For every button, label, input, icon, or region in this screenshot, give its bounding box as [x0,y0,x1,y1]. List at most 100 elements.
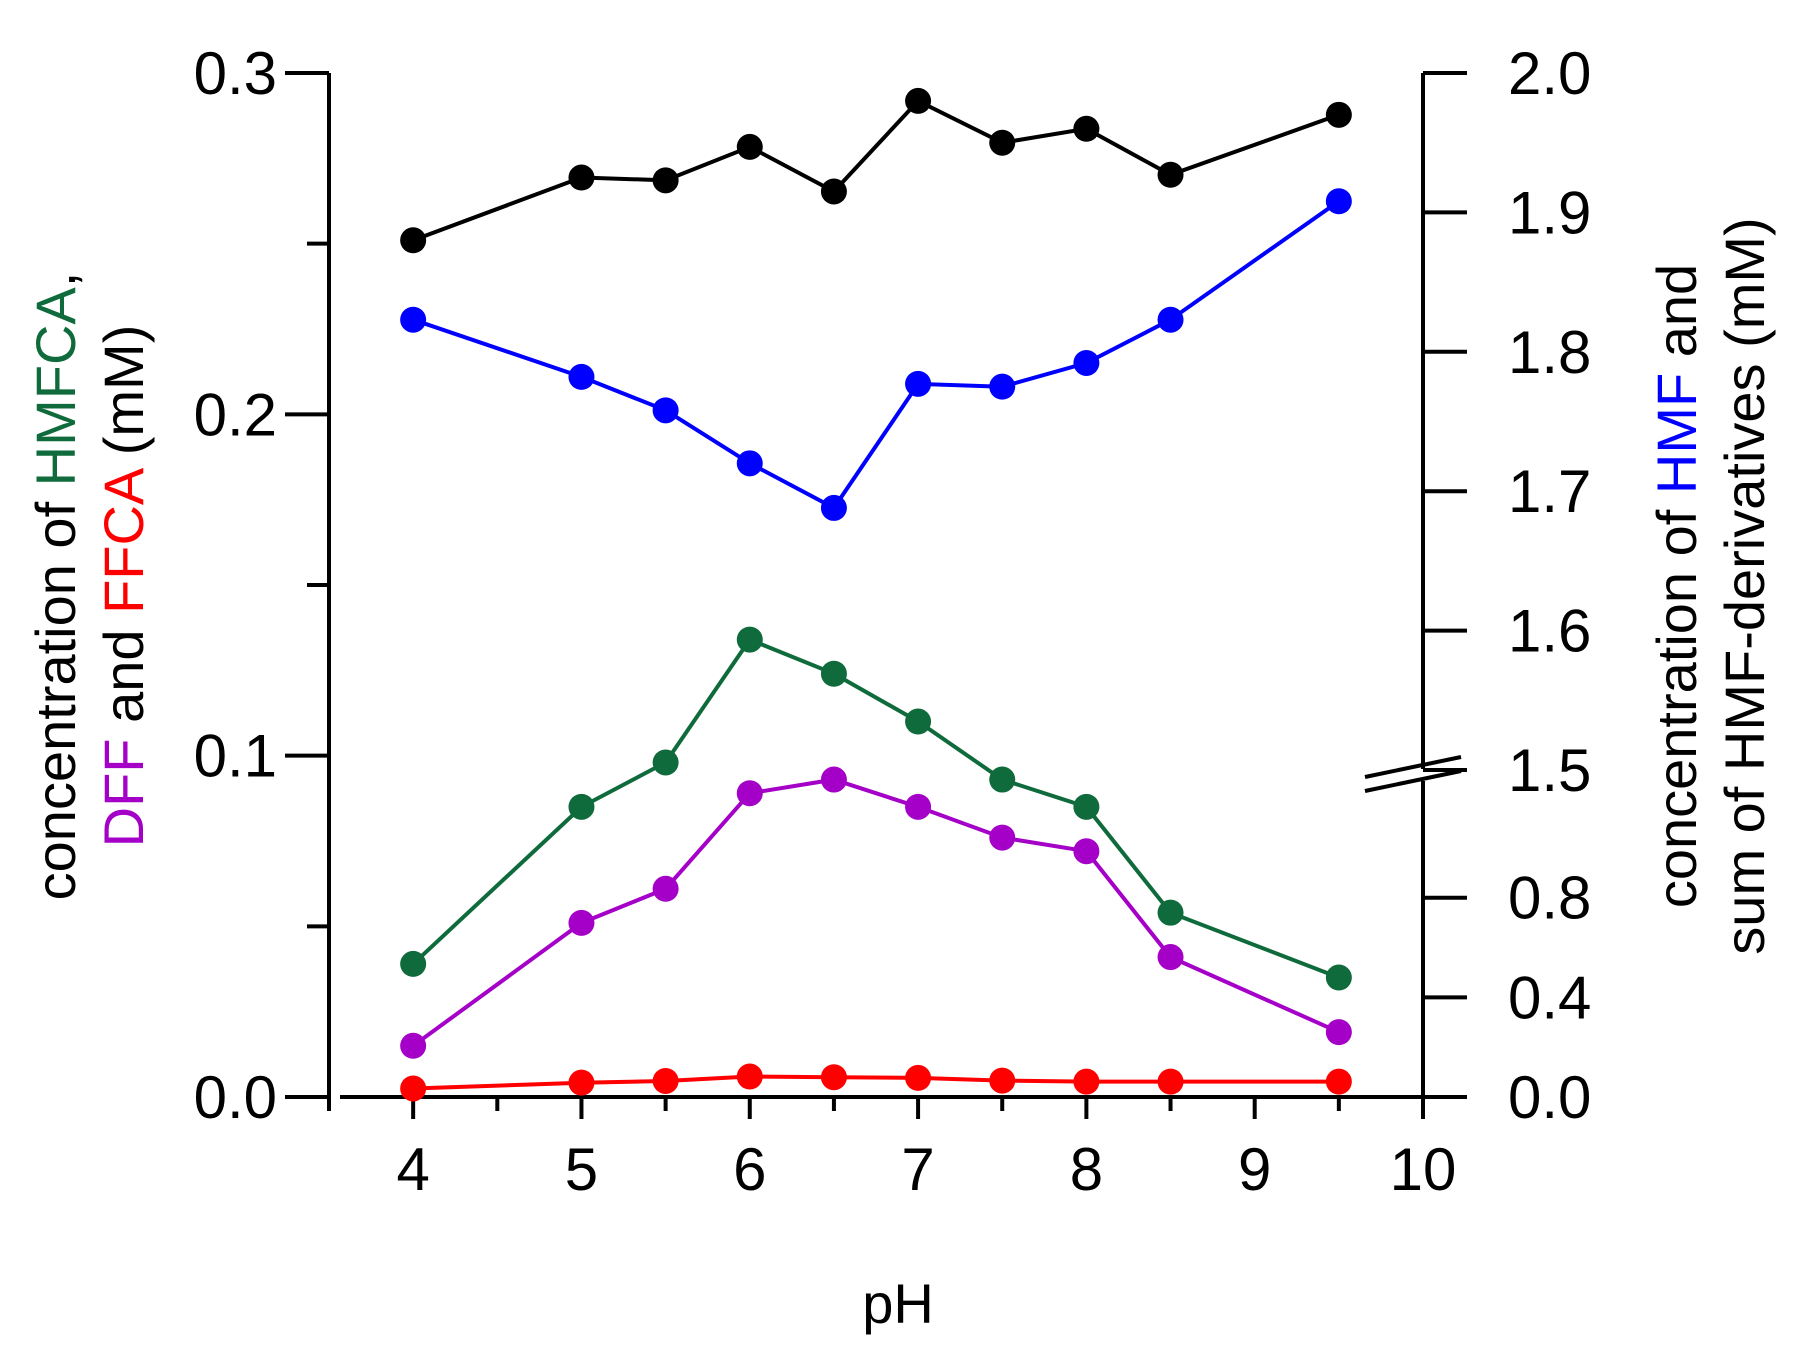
data-point-dff [1325,1019,1352,1046]
data-point-hmf [568,363,595,390]
y-right-tick-label: 1.7 [1508,458,1591,525]
data-point-hmf [905,370,932,397]
series-dff [400,766,1352,1059]
x-axis-label: pH [862,1272,934,1335]
data-point-dff [1157,944,1184,971]
y-right-tick-label: 1.5 [1508,737,1591,804]
series-line-ffca [413,1074,1339,1091]
data-point-sum-of-hmf-derivatives [1157,161,1184,188]
series-line-hmf [412,199,1340,511]
y-right-tick-label: 0.8 [1508,865,1591,932]
data-point-hmf [820,494,847,521]
data-point-ffca [736,1063,763,1090]
y-left-tick-label: 0.3 [194,40,277,107]
data-point-sum-of-hmf-derivatives [820,178,847,205]
axis-label-segment: and [92,614,155,739]
series-sum-of-hmf-derivatives [400,87,1352,254]
data-point-ffca [905,1064,932,1091]
y-right-tick-label: 0.0 [1508,1064,1591,1131]
axis-label-segment: (mM) [92,325,155,471]
y-left-axis-label-line-1: concentration of HMFCA, [24,272,87,901]
axis-label-segment: concentration of [24,486,87,900]
data-point-ffca [568,1069,595,1096]
axis-break-mark [1364,769,1462,793]
data-point-dff [905,793,932,820]
axis-label-segment: HMF [1645,373,1708,494]
data-point-ffca [1073,1068,1100,1095]
x-tick-label: 9 [1238,1136,1271,1203]
data-point-sum-of-hmf-derivatives [736,133,763,160]
axes [327,73,1462,1099]
y-left-tick-label: 0.2 [194,381,277,448]
data-point-sum-of-hmf-derivatives [1325,101,1352,128]
y-left-tick-label: 0.0 [194,1064,277,1131]
data-point-dff [736,780,763,807]
data-point-hmf [1157,306,1184,333]
data-point-hmf [1073,349,1100,376]
data-point-ffca [1325,1068,1352,1095]
y-right-tick-label: 1.8 [1508,319,1591,386]
data-point-dff [568,909,595,936]
data-point-ffca [1157,1068,1184,1095]
ticks: 4 5 6 7 8 9 10 0.0 0.1 0.2 0.3 0.0 0.4 0.8 1.5 1.6 1.7 1.… [194,40,1592,1203]
y-right-tick-label: 0.4 [1508,964,1591,1031]
data-point-sum-of-hmf-derivatives [568,164,595,191]
data-point-ffca [820,1064,847,1091]
data-point-dff [989,824,1016,851]
x-tick-label: 7 [901,1136,934,1203]
axis-label-segment: HMFCA [24,287,87,487]
axis-label-segment: FFCA [92,467,155,614]
axis-label-segment: concentration of [1645,494,1708,908]
series-hmfca [400,626,1352,991]
data-point-ffca [400,1075,427,1102]
data-point-hmfca [568,793,595,820]
x-tick-label: 10 [1390,1136,1457,1203]
data-point-sum-of-hmf-derivatives [652,167,679,194]
x-tick-label: 8 [1070,1136,1103,1203]
data-point-sum-of-hmf-derivatives [989,129,1016,156]
axis-label-segment: and [1645,264,1708,373]
data-point-hmfca [1325,964,1352,991]
data-point-hmf [652,397,679,424]
axis-label-segment: , [24,272,87,288]
series-hmf [400,188,1352,521]
data-point-hmf [736,450,763,477]
data-point-dff [1073,838,1100,865]
y-left-axis-label-line-2: DFF and FFCA (mM) [92,325,155,848]
x-tick-label: 6 [733,1136,766,1203]
data-point-hmfca [905,708,932,735]
data-point-sum-of-hmf-derivatives [400,227,427,254]
series-ffca [400,1063,1352,1102]
data-point-dff [652,875,679,902]
data-point-dff [820,766,847,793]
axis-labels: concentration of HMFCA, DFF and FFCA (mM… [24,217,1776,1335]
data-point-dff [400,1032,427,1059]
series-line-hmfca [411,637,1340,980]
y-right-tick-label: 2.0 [1508,40,1591,107]
x-tick-label: 5 [565,1136,598,1203]
y-right-axis-label-line-1: concentration of HMF and [1645,264,1708,908]
data-point-ffca [989,1067,1016,1094]
data-point-hmf [1325,188,1352,215]
x-tick-label: 4 [396,1136,429,1203]
data-point-ffca [652,1067,679,1094]
series-line-dff [412,777,1340,1048]
axis-label-segment: sum of HMF-derivatives (mM) [1713,217,1776,954]
axis-label-segment: DFF [92,738,155,847]
data-point-sum-of-hmf-derivatives [1073,115,1100,142]
y-right-tick-label: 1.6 [1508,598,1591,665]
series [400,87,1352,1102]
data-point-hmf [400,306,427,333]
axis-break-mark [1364,755,1462,779]
data-point-sum-of-hmf-derivatives [905,87,932,114]
y-right-tick-label: 1.9 [1508,179,1591,246]
data-point-hmfca [736,626,763,653]
data-point-hmf [989,373,1016,400]
data-point-hmfca [1073,793,1100,820]
y-left-tick-label: 0.1 [194,723,277,790]
y-right-axis-label-line-2: sum of HMF-derivatives (mM) [1713,217,1776,954]
data-point-hmfca [652,749,679,776]
data-point-hmfca [400,950,427,977]
series-line-sum-of-hmf-derivatives [412,98,1340,243]
